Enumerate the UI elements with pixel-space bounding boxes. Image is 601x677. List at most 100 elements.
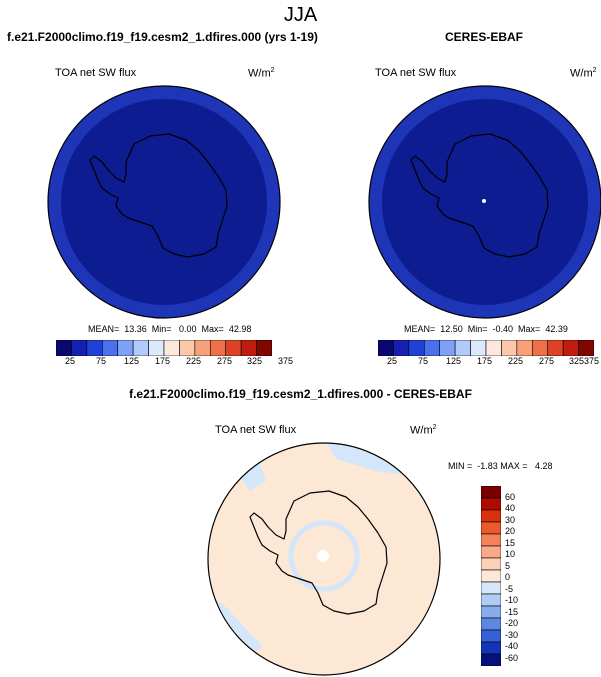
- model-colorbar-labels: 25 75 125 175 225 275 325 375: [56, 356, 293, 368]
- colorbar-swatch: [481, 593, 501, 607]
- obs-colorbar: [378, 340, 594, 356]
- model-colorbar: [56, 340, 272, 356]
- colorbar-swatch: [516, 340, 533, 356]
- obs-colorbar-tick-label: 75: [418, 356, 429, 366]
- colorbar-swatch: [578, 340, 594, 356]
- colorbar-swatch: [501, 340, 518, 356]
- diff-panel-title: f.e21.F2000climo.f19_f19.cesm2_1.dfires.…: [129, 387, 472, 401]
- obs-stats-text: MEAN= 12.50 Min= -0.40 Max= 42.39: [404, 324, 568, 334]
- colorbar-swatch: [481, 557, 501, 571]
- diff-negative-ring: [288, 520, 360, 592]
- colorbar-swatch: [194, 340, 211, 356]
- diff-colorbar-labels: 60 40 30 20 15 10 5 0 -5 -10 -15 -20 -30…: [505, 486, 535, 666]
- model-colorbar-tick-label: 25: [65, 356, 76, 366]
- model-units-label: W/m2: [248, 67, 275, 80]
- obs-antarctica-coastline: [410, 133, 549, 258]
- colorbar-swatch: [562, 340, 579, 356]
- obs-colorbar-labels: 25 75 125 175 225 275 325 375: [378, 356, 599, 368]
- model-colorbar-tick-label: 175: [155, 356, 171, 366]
- diff-variable-label: TOA net SW flux: [215, 424, 297, 436]
- colorbar-swatch: [423, 340, 441, 356]
- colorbar-swatch: [485, 340, 502, 356]
- colorbar-swatch: [209, 340, 227, 356]
- colorbar-swatch: [240, 340, 257, 356]
- model-map-border: [47, 85, 281, 319]
- colorbar-swatch: [163, 340, 180, 356]
- colorbar-swatch: [481, 545, 501, 559]
- model-colorbar-tick-label: 375: [278, 356, 294, 366]
- diff-colorbar-tick-label: 10: [505, 549, 516, 559]
- colorbar-swatch: [531, 340, 549, 356]
- diff-colorbar: [481, 486, 501, 666]
- model-panel-title: f.e21.F2000climo.f19_f19.cesm2_1.dfires.…: [7, 30, 318, 44]
- colorbar-swatch: [393, 340, 410, 356]
- diff-colorbar-tick-label: -15: [505, 607, 519, 617]
- diff-colorbar-tick-label: -40: [505, 641, 519, 651]
- colorbar-swatch: [481, 653, 501, 666]
- diff-antarctica-coastline: [249, 490, 388, 615]
- colorbar-swatch: [117, 340, 134, 356]
- colorbar-swatch: [470, 340, 487, 356]
- model-colorbar-tick-label: 225: [186, 356, 202, 366]
- colorbar-swatch: [86, 340, 103, 356]
- colorbar-swatch: [148, 340, 165, 356]
- obs-colorbar-tick-label: 175: [477, 356, 493, 366]
- obs-units-label: W/m2: [570, 67, 597, 80]
- colorbar-swatch: [481, 605, 501, 619]
- diff-colorbar-tick-label: -30: [505, 630, 519, 640]
- model-colorbar-tick-label: 275: [217, 356, 233, 366]
- obs-colorbar-tick-label: 25: [387, 356, 398, 366]
- obs-colorbar-tick-label: 375: [584, 356, 600, 366]
- model-stats-text: MEAN= 13.36 Min= 0.00 Max= 42.98: [88, 324, 252, 334]
- colorbar-swatch: [179, 340, 196, 356]
- obs-panel-title: CERES-EBAF: [445, 30, 524, 44]
- colorbar-swatch: [71, 340, 88, 356]
- diff-colorbar-tick-label: -60: [505, 653, 519, 663]
- colorbar-swatch: [481, 617, 501, 631]
- diff-colorbar-tick-label: 5: [505, 561, 511, 571]
- colorbar-swatch: [132, 340, 149, 356]
- colorbar-swatch: [439, 340, 456, 356]
- diff-pole-missing-dot: [317, 550, 329, 562]
- diff-units-label: W/m2: [410, 424, 437, 437]
- model-colorbar-tick-label: 325: [247, 356, 263, 366]
- model-colorbar-tick-label: 75: [96, 356, 107, 366]
- season-title: JJA: [283, 4, 318, 26]
- colorbar-swatch: [481, 641, 501, 655]
- model-variable-label: TOA net SW flux: [55, 67, 137, 79]
- colorbar-swatch: [256, 340, 272, 356]
- obs-pole-missing-dot: [482, 199, 486, 203]
- colorbar-swatch: [481, 533, 501, 547]
- obs-colorbar-tick-label: 275: [539, 356, 555, 366]
- colorbar-swatch: [378, 340, 394, 356]
- obs-colorbar-tick-label: 125: [446, 356, 462, 366]
- diff-colorbar-tick-label: -5: [505, 584, 514, 594]
- obs-polar-map: [368, 85, 601, 319]
- colorbar-swatch: [481, 629, 501, 643]
- diff-colorbar-tick-label: -20: [505, 618, 519, 628]
- diff-colorbar-tick-label: 0: [505, 572, 511, 582]
- model-antarctica-coastline: [89, 133, 228, 258]
- model-map-interior: [61, 99, 267, 305]
- colorbar-swatch: [481, 509, 501, 523]
- colorbar-swatch: [481, 569, 501, 583]
- colorbar-swatch: [454, 340, 471, 356]
- colorbar-swatch: [481, 497, 501, 511]
- diff-colorbar-tick-label: 40: [505, 503, 516, 513]
- colorbar-swatch: [408, 340, 425, 356]
- diff-colorbar-tick-label: 20: [505, 526, 516, 536]
- diff-colorbar-tick-label: 15: [505, 538, 516, 548]
- diff-stats-text: MIN = -1.83 MAX = 4.28: [448, 461, 553, 471]
- obs-variable-label: TOA net SW flux: [375, 67, 457, 79]
- colorbar-swatch: [481, 521, 501, 535]
- colorbar-swatch: [225, 340, 242, 356]
- obs-map-border: [368, 85, 601, 319]
- diff-colorbar-tick-label: 60: [505, 492, 516, 502]
- colorbar-swatch: [481, 486, 501, 499]
- colorbar-swatch: [481, 581, 501, 595]
- obs-colorbar-tick-label: 325: [569, 356, 585, 366]
- diff-colorbar-tick-label: -10: [505, 595, 519, 605]
- diff-colorbar-tick-label: 30: [505, 515, 516, 525]
- model-colorbar-tick-label: 125: [124, 356, 140, 366]
- model-polar-map: [47, 85, 281, 319]
